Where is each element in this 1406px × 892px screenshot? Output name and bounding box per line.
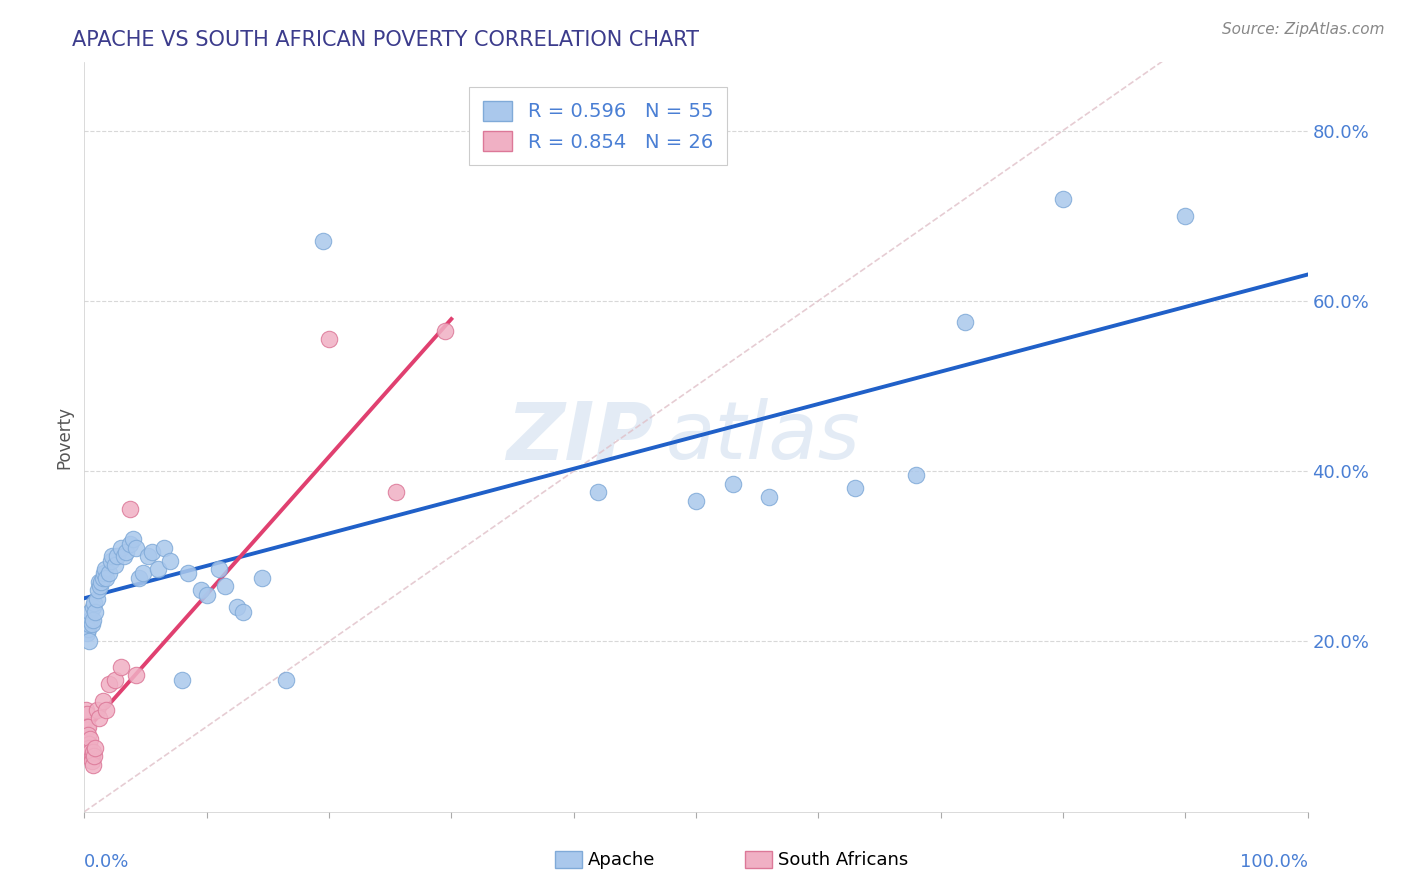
Point [118, 536, 141, 550]
Point [77, 737, 100, 751]
Point [105, 549, 128, 564]
Point [172, 673, 194, 687]
Point [76, 706, 98, 721]
Point [1174, 209, 1197, 223]
Point [89, 579, 111, 593]
Point [101, 549, 124, 564]
Point [77, 740, 100, 755]
Point [82, 745, 104, 759]
Point [112, 549, 135, 564]
Point [79, 745, 101, 759]
Point [312, 234, 335, 248]
Point [86, 702, 108, 716]
Point [83, 596, 105, 610]
Point [385, 485, 408, 500]
Point [146, 562, 169, 576]
Point [97, 566, 120, 581]
Point [83, 749, 105, 764]
Point [685, 494, 707, 508]
Point [586, 485, 609, 500]
Point [110, 541, 132, 555]
Point [190, 583, 212, 598]
Text: Apache: Apache [588, 852, 655, 870]
Bar [555, 852, 582, 868]
Point [125, 541, 148, 555]
Text: 0.0%: 0.0% [84, 853, 129, 871]
Point [226, 600, 249, 615]
Point [250, 571, 273, 585]
Point [87, 583, 110, 598]
Point [82, 613, 104, 627]
Point [84, 740, 107, 755]
Point [76, 720, 98, 734]
Point [75, 702, 97, 716]
Point [79, 732, 101, 747]
Point [80, 617, 103, 632]
Point [1052, 192, 1074, 206]
Point [141, 545, 163, 559]
Point [77, 728, 100, 742]
Point [434, 324, 457, 338]
Point [77, 617, 100, 632]
Point [87, 711, 110, 725]
Point [77, 634, 100, 648]
Point [93, 566, 115, 581]
Point [87, 574, 110, 589]
Point [159, 553, 181, 567]
Bar [745, 852, 772, 868]
Text: 100.0%: 100.0% [1240, 853, 1308, 871]
Point [86, 591, 108, 606]
Point [110, 660, 132, 674]
Point [79, 613, 101, 627]
Point [82, 758, 104, 772]
Point [77, 622, 100, 636]
Text: APACHE VS SOUTH AFRICAN POVERTY CORRELATION CHART: APACHE VS SOUTH AFRICAN POVERTY CORRELAT… [72, 29, 699, 50]
Point [844, 481, 866, 495]
Point [758, 490, 780, 504]
Point [97, 677, 120, 691]
Text: atlas: atlas [665, 398, 860, 476]
Text: South Africans: South Africans [778, 852, 908, 870]
Point [153, 541, 176, 555]
Point [118, 502, 141, 516]
Point [84, 605, 107, 619]
Point [128, 571, 150, 585]
Legend: R = 0.596   N = 55, R = 0.854   N = 26: R = 0.596 N = 55, R = 0.854 N = 26 [470, 87, 727, 165]
Point [232, 605, 254, 619]
Point [96, 702, 118, 716]
Point [90, 574, 112, 589]
Point [91, 694, 114, 708]
Point [76, 626, 98, 640]
Point [104, 673, 127, 687]
Point [91, 571, 114, 585]
Point [80, 749, 103, 764]
Point [125, 668, 148, 682]
Text: Source: ZipAtlas.com: Source: ZipAtlas.com [1222, 22, 1385, 37]
Point [80, 754, 103, 768]
Point [905, 468, 928, 483]
Point [953, 315, 976, 329]
Point [77, 720, 100, 734]
Text: ZIP: ZIP [506, 398, 654, 476]
Point [94, 562, 117, 576]
Point [104, 558, 127, 572]
Point [195, 588, 218, 602]
Point [115, 545, 138, 559]
Point [82, 600, 104, 615]
Point [79, 605, 101, 619]
Point [136, 549, 159, 564]
Point [318, 332, 340, 346]
Point [721, 476, 744, 491]
Point [214, 579, 236, 593]
Point [122, 533, 145, 547]
Y-axis label: Poverty: Poverty [55, 406, 73, 468]
Point [132, 566, 155, 581]
Point [100, 553, 122, 567]
Point [177, 566, 200, 581]
Point [208, 562, 231, 576]
Point [96, 571, 118, 585]
Point [276, 673, 298, 687]
Point [75, 617, 97, 632]
